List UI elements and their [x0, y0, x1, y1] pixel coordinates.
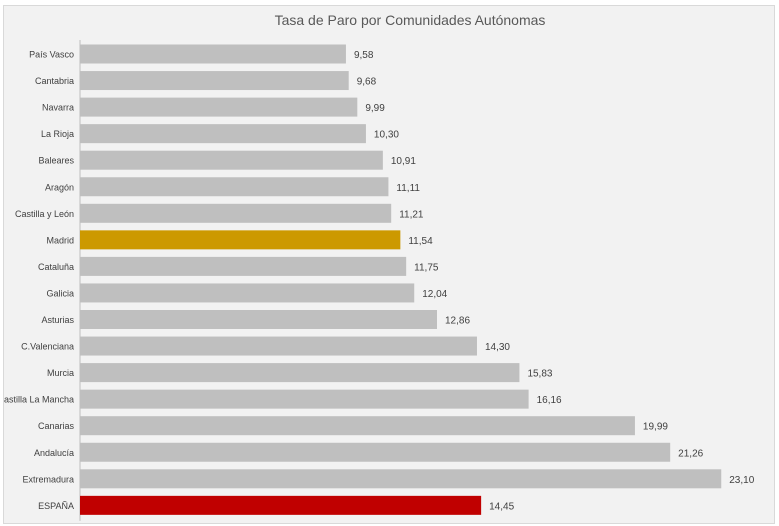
- bar: [80, 203, 392, 223]
- value-label: 14,45: [489, 501, 514, 512]
- category-label: Murcia: [47, 368, 74, 378]
- bar: [80, 469, 722, 489]
- category-label: Extremadura: [22, 474, 74, 484]
- bar: [80, 363, 520, 383]
- value-label: 9,58: [354, 50, 374, 61]
- category-label: Castilla y León: [15, 209, 74, 219]
- bar: [80, 177, 389, 197]
- value-label: 10,91: [391, 156, 416, 167]
- bar: [80, 150, 383, 170]
- value-label: 11,75: [414, 262, 439, 273]
- value-label: 19,99: [643, 422, 668, 433]
- category-label: Navarra: [42, 103, 74, 113]
- category-label: Canarias: [38, 421, 75, 431]
- value-label: 9,99: [365, 103, 385, 114]
- category-label: Castilla La Mancha: [4, 395, 74, 405]
- bar: [80, 97, 358, 117]
- value-label: 11,11: [396, 183, 420, 194]
- bars-group: País Vasco 9,58 Cantabria 9,68 Navarra 9,99 La…: [4, 44, 755, 515]
- value-label: 14,30: [485, 342, 510, 353]
- bar: [80, 389, 529, 409]
- category-label: C.Valenciana: [21, 342, 74, 352]
- value-label: 11,54: [408, 236, 433, 247]
- category-label: Andalucía: [34, 448, 74, 458]
- category-label: Aragón: [45, 182, 74, 192]
- value-label: 10,30: [374, 130, 399, 141]
- chart-area: Tasa de Paro por Comunidades Autónomas P…: [3, 5, 775, 524]
- value-label: 12,86: [445, 316, 470, 327]
- category-label: País Vasco: [29, 50, 74, 60]
- bar: [80, 71, 349, 91]
- category-label: Cantabria: [35, 76, 74, 86]
- category-label: Asturias: [41, 315, 74, 325]
- category-label: Galicia: [46, 288, 74, 298]
- bar: [80, 230, 401, 250]
- value-label: 21,26: [678, 448, 703, 459]
- chart-title: Tasa de Paro por Comunidades Autónomas: [275, 12, 546, 28]
- bar: [80, 442, 671, 462]
- value-label: 11,21: [399, 209, 424, 220]
- bar: [80, 124, 366, 144]
- bar: [80, 283, 415, 303]
- bar-chart: Tasa de Paro por Comunidades Autónomas P…: [4, 12, 755, 521]
- bar: [80, 310, 437, 329]
- value-label: 9,68: [357, 77, 377, 88]
- value-label: 16,16: [537, 395, 562, 406]
- bar: [80, 416, 635, 436]
- category-label: Baleares: [38, 156, 74, 166]
- value-label: 15,83: [527, 369, 552, 380]
- category-label: Cataluña: [38, 262, 74, 272]
- value-label: 23,10: [729, 475, 754, 486]
- value-label: 12,04: [422, 289, 447, 300]
- bar: [80, 336, 477, 356]
- category-label: Madrid: [46, 235, 74, 245]
- category-label: La Rioja: [41, 129, 74, 139]
- bar: [80, 495, 482, 515]
- bar: [80, 256, 407, 276]
- bar: [80, 44, 346, 64]
- category-label: ESPAÑA: [38, 501, 74, 511]
